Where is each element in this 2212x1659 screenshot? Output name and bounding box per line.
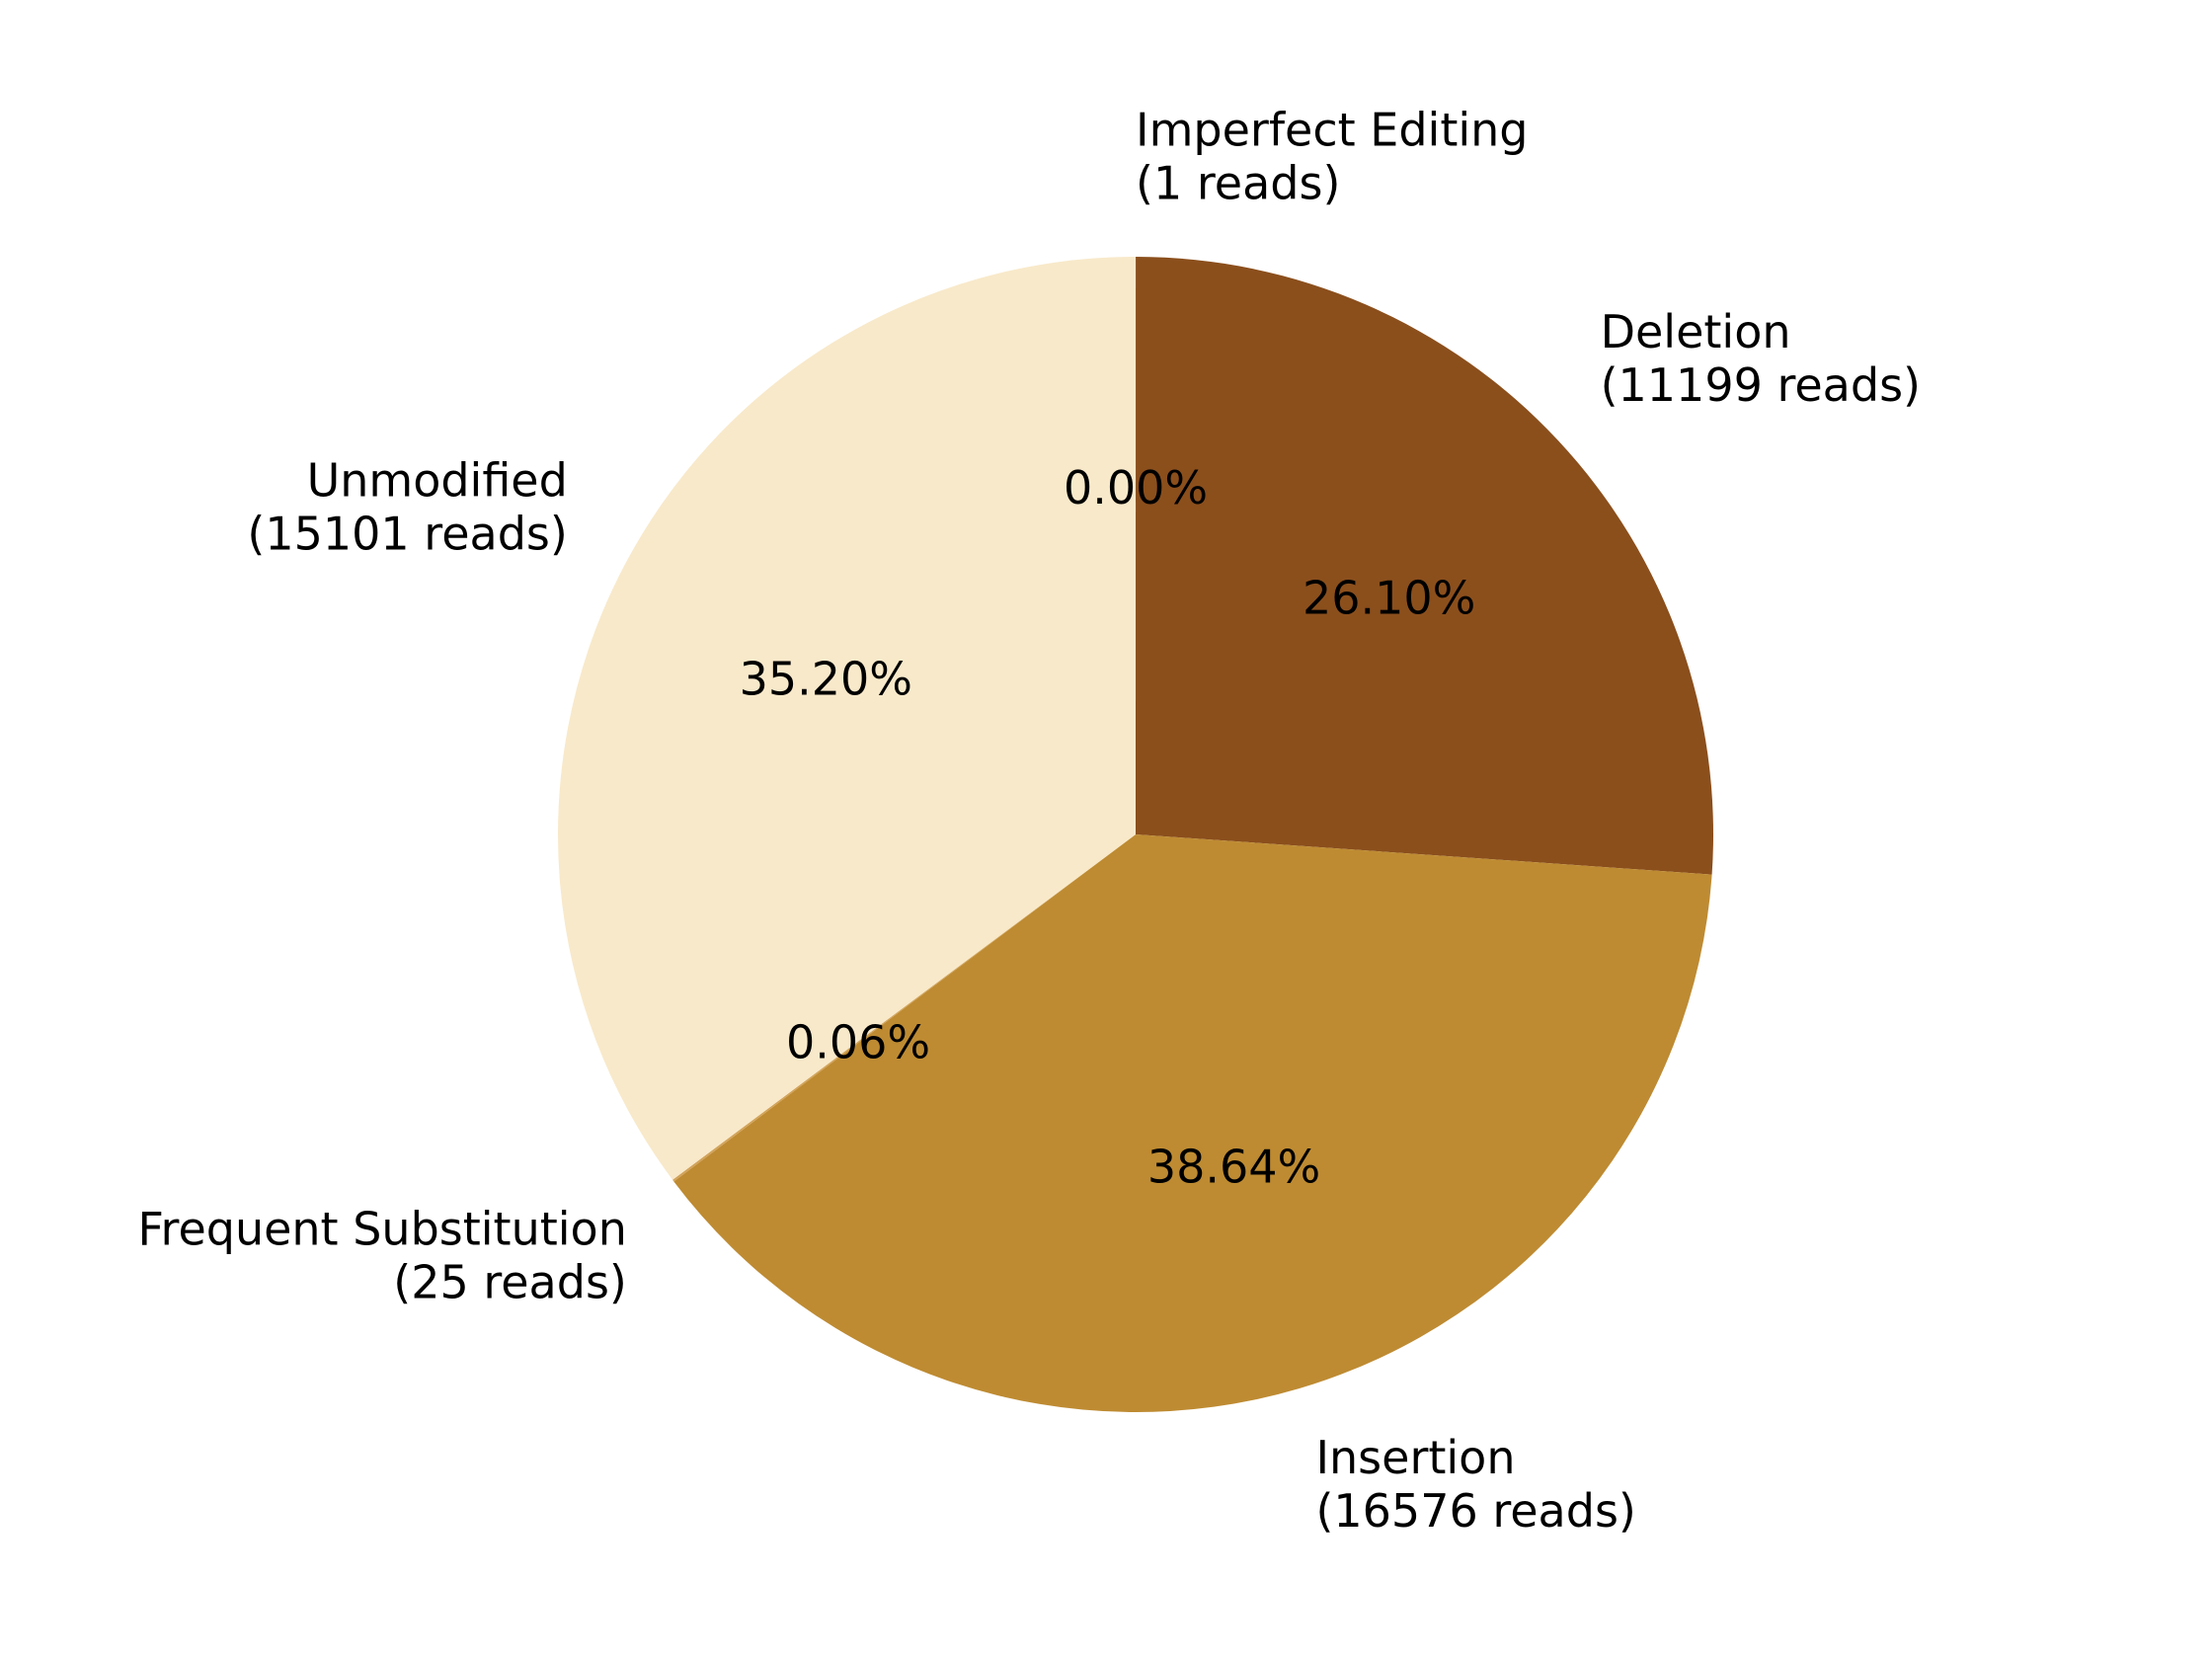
percent-label-deletion: 26.10%	[1303, 572, 1475, 625]
category-name: Deletion	[1601, 305, 1791, 358]
category-reads: (25 reads)	[393, 1256, 627, 1309]
category-reads: (16576 reads)	[1315, 1484, 1635, 1538]
percent-label-insertion: 38.64%	[1147, 1141, 1320, 1194]
category-reads: (15101 reads)	[247, 507, 567, 560]
percent-label-unmodified: 35.20%	[740, 653, 912, 706]
pie-slices	[558, 256, 1713, 1413]
category-label-unmodified: Unmodified (15101 reads)	[247, 453, 567, 560]
pie-slice-insertion	[673, 834, 1712, 1413]
category-label-frequent-substitution: Frequent Substitution (25 reads)	[137, 1203, 626, 1309]
category-label-imperfect-editing: Imperfect Editing (1 reads)	[1136, 104, 1528, 210]
percent-labels: 0.00% 26.10% 38.64% 0.06% 35.20%	[740, 461, 1476, 1194]
percent-label-frequent-substitution: 0.06%	[786, 1015, 930, 1068]
category-reads: (11199 reads)	[1601, 358, 1921, 412]
category-name: Insertion	[1315, 1431, 1515, 1484]
category-name: Unmodified	[307, 453, 568, 507]
category-name: Imperfect Editing	[1136, 104, 1528, 157]
percent-label-imperfect-editing: 0.00%	[1064, 461, 1208, 514]
category-label-insertion: Insertion (16576 reads)	[1315, 1431, 1635, 1538]
category-reads: (1 reads)	[1136, 157, 1340, 210]
category-label-deletion: Deletion (11199 reads)	[1601, 305, 1921, 412]
pie-slice-unmodified	[558, 256, 1136, 1180]
category-labels: Imperfect Editing (1 reads) Deletion (11199…	[137, 104, 1921, 1539]
pie-slice-deletion	[1136, 257, 1713, 875]
pie-slice-frequent-substitution	[672, 834, 1136, 1182]
category-name: Frequent Substitution	[137, 1203, 626, 1256]
